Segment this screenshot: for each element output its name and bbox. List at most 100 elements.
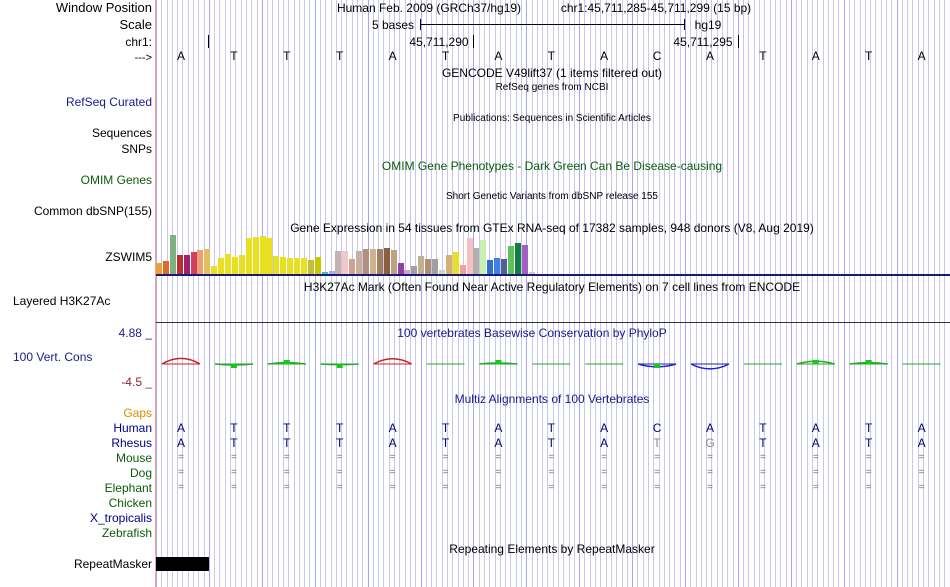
gtex-tissue-bar[interactable] [507, 245, 514, 274]
gtex-tissue-bar[interactable] [259, 236, 266, 274]
gtex-tissue-bar[interactable] [204, 248, 211, 274]
gtex-tissue-bar[interactable] [314, 257, 321, 274]
gtex-tissue-bar[interactable] [418, 256, 425, 274]
track-label-omim[interactable]: OMIM Genes [80, 173, 152, 187]
gtex-tissue-bar[interactable] [342, 250, 349, 274]
gtex-tissue-bar[interactable] [218, 258, 225, 274]
omim-title[interactable]: OMIM Gene Phenotypes - Dark Green Can Be… [381, 159, 723, 173]
species-label[interactable]: Dog [129, 466, 152, 480]
rhesus-base: A [811, 436, 820, 450]
gtex-tissue-bar[interactable] [190, 251, 197, 274]
gtex-tissue-bar[interactable] [404, 269, 411, 274]
species-label[interactable]: Human [113, 421, 152, 435]
grid-line [568, 0, 570, 587]
sequence-base: T [283, 49, 291, 63]
repeatmasker-title[interactable]: Repeating Elements by RepeatMasker [449, 542, 655, 556]
phylop-graph[interactable] [156, 340, 950, 385]
species-label[interactable]: Mouse [115, 451, 152, 465]
gtex-tissue-bar[interactable] [514, 243, 521, 274]
gtex-tissue-bar[interactable] [521, 244, 528, 274]
gtex-tissue-bar[interactable] [231, 257, 238, 274]
track-label-phylop[interactable]: 100 Vert. Cons [13, 350, 93, 364]
gencode-title[interactable]: GENCODE V49lift37 (1 items filtered out) [441, 66, 663, 80]
species-label[interactable]: Zebrafish [101, 526, 152, 540]
grid-line [938, 0, 940, 587]
gtex-tissue-bar[interactable] [501, 259, 507, 274]
gtex-tissue-bar[interactable] [356, 250, 363, 274]
gtex-tissue-bar[interactable] [473, 247, 480, 274]
gtex-tissue-bar[interactable] [459, 264, 466, 274]
grid-line [817, 0, 819, 587]
gtex-tissue-bar[interactable] [390, 249, 397, 274]
gtex-tissue-bar[interactable] [238, 255, 245, 274]
gtex-tissue-bar[interactable] [376, 248, 383, 274]
scale-bar [420, 24, 685, 25]
track-label-gtex[interactable]: ZSWIM5 [105, 250, 152, 264]
gtex-tissue-bar[interactable] [487, 260, 494, 274]
gtex-tissue-bar[interactable] [363, 248, 369, 274]
alignment-match: = [178, 467, 184, 478]
gtex-tissue-bar[interactable] [466, 238, 473, 274]
gtex-tissue-bar[interactable] [307, 260, 314, 274]
alignment-match: = [230, 452, 237, 463]
gtex-tissue-bar[interactable] [183, 255, 190, 274]
gtex-tissue-bar[interactable] [225, 253, 231, 274]
species-label[interactable]: Elephant [104, 481, 152, 495]
track-label-publications[interactable]: Sequences [91, 126, 152, 140]
gtex-tissue-bar[interactable] [349, 259, 356, 274]
gtex-tissue-bar[interactable] [425, 259, 432, 274]
h3k27ac-title[interactable]: H3K27Ac Mark (Often Found Near Active Re… [303, 280, 801, 294]
gtex-tissue-bar[interactable] [156, 263, 162, 274]
gtex-tissue-bar[interactable] [397, 263, 404, 274]
species-label[interactable]: X_tropicalis [89, 511, 152, 525]
gtex-tissue-bar[interactable] [383, 247, 390, 274]
gtex-tissue-bar[interactable] [411, 265, 418, 274]
dbsnp-title[interactable]: Short Genetic Variants from dbSNP releas… [446, 191, 658, 202]
track-label-gaps[interactable]: Gaps [123, 406, 152, 420]
human-base: A [917, 421, 926, 435]
gtex-tissue-bar[interactable] [252, 237, 259, 274]
gtex-tissue-bar[interactable] [197, 249, 204, 274]
assembly-title: Human Feb. 2009 (GRCh37/hg19) [336, 1, 522, 15]
gtex-tissue-bar[interactable] [335, 250, 342, 274]
gtex-tissue-bar[interactable] [273, 256, 280, 274]
track-label-refseq[interactable]: RefSeq Curated [65, 95, 152, 109]
gtex-tissue-bar[interactable] [480, 240, 487, 274]
grid-line [394, 0, 396, 587]
refseq-title[interactable]: RefSeq genes from NCBI [495, 82, 609, 93]
track-label-repeatmasker[interactable]: RepeatMasker [73, 557, 152, 571]
species-label[interactable]: Chicken [108, 496, 152, 510]
gtex-tissue-bar[interactable] [369, 248, 376, 274]
gtex-tissue-bar[interactable] [169, 235, 176, 274]
phylop-title[interactable]: 100 vertebrates Basewise Conservation by… [397, 326, 667, 340]
gtex-tissue-bar[interactable] [287, 258, 294, 274]
repeatmasker-element[interactable] [156, 557, 209, 571]
rhesus-base: G [705, 436, 715, 450]
gtex-tissue-bar[interactable] [432, 259, 438, 274]
gtex-tissue-bar[interactable] [162, 261, 169, 274]
track-label-dbsnp[interactable]: Common dbSNP(155) [33, 204, 152, 218]
gtex-tissue-bar[interactable] [245, 238, 252, 274]
gtex-bar-chart[interactable] [156, 235, 536, 274]
gtex-tissue-bar[interactable] [176, 255, 183, 274]
gtex-tissue-bar[interactable] [328, 270, 335, 274]
gtex-tissue-bar[interactable] [528, 271, 535, 274]
gtex-tissue-bar[interactable] [280, 257, 287, 274]
gtex-tissue-bar[interactable] [266, 238, 273, 274]
publications-title[interactable]: Publications: Sequences in Scientific Ar… [453, 113, 651, 124]
grid-line [230, 0, 232, 587]
track-label-h3k27ac[interactable]: Layered H3K27Ac [13, 294, 111, 308]
gtex-tissue-bar[interactable] [445, 255, 452, 274]
alignment-match: = [548, 467, 555, 478]
gtex-tissue-bar[interactable] [321, 271, 328, 274]
multiz-title[interactable]: Multiz Alignments of 100 Vertebrates [454, 392, 650, 406]
gtex-tissue-bar[interactable] [452, 251, 459, 274]
gtex-tissue-bar[interactable] [494, 258, 501, 274]
gtex-tissue-bar[interactable] [300, 258, 307, 274]
species-label[interactable]: Rhesus [111, 436, 152, 450]
gtex-tissue-bar[interactable] [294, 258, 300, 274]
track-label-snps[interactable]: SNPs [121, 142, 152, 156]
gtex-tissue-bar[interactable] [211, 265, 218, 274]
gtex-tissue-bar[interactable] [438, 269, 445, 274]
gtex-title[interactable]: Gene Expression in 54 tissues from GTEx … [290, 221, 814, 235]
